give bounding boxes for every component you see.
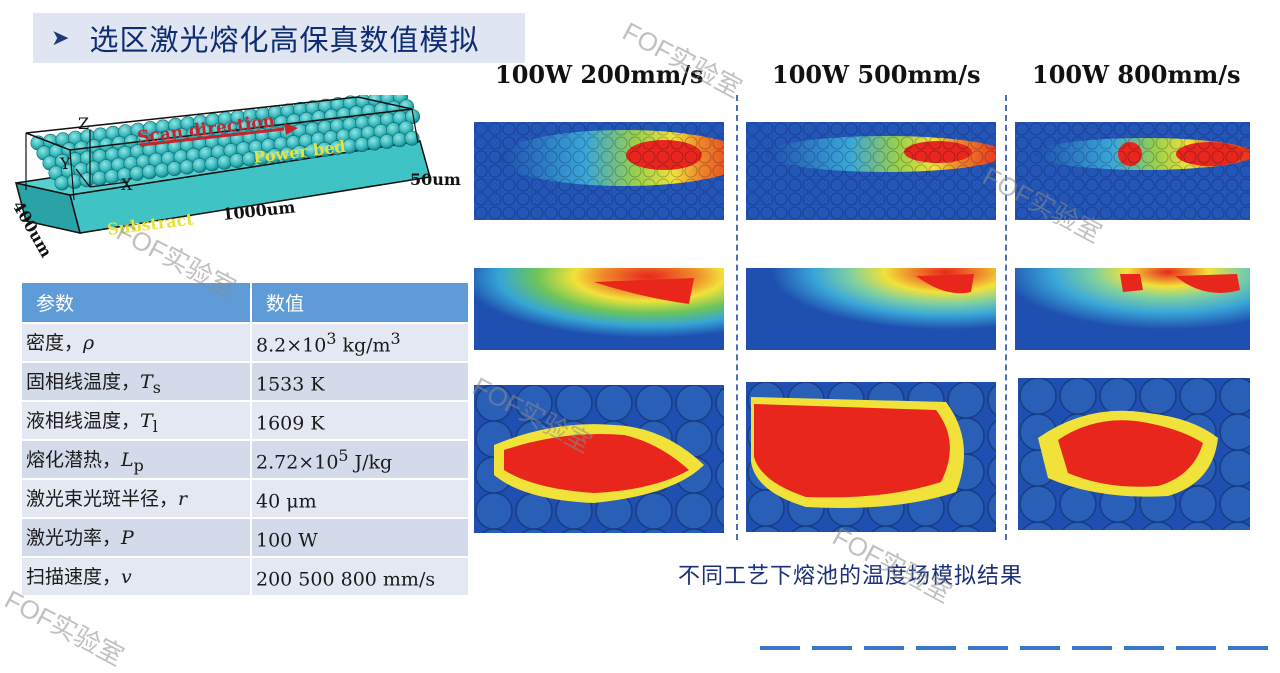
param-value-cell: 2.72×105 J/kg xyxy=(251,439,468,479)
param-value-cell: 1533 K xyxy=(251,361,468,401)
powder-particle xyxy=(229,153,245,169)
param-unit-exponent: 3 xyxy=(390,328,401,348)
param-value: 200 500 800 mm/s xyxy=(256,568,436,591)
powder-particle xyxy=(79,172,95,188)
powder-particle xyxy=(404,130,420,146)
param-name: 激光功率， xyxy=(26,526,122,549)
header-param: 参数 xyxy=(22,283,252,323)
param-name: 激光束光斑半径， xyxy=(26,487,179,510)
column-header-500: 100W 500mm/s xyxy=(772,60,981,89)
powder-particle xyxy=(391,132,407,148)
param-value: 2.72×10 xyxy=(256,451,339,474)
param-symbol: r xyxy=(178,487,188,510)
powder-particle xyxy=(354,137,370,153)
param-name: 固相线温度， xyxy=(26,370,141,393)
param-symbol: ρ xyxy=(83,331,95,354)
powder-particle xyxy=(179,159,195,175)
param-unit: kg/m xyxy=(336,334,391,357)
axis-x-label: X xyxy=(121,175,133,194)
column-divider xyxy=(736,95,738,540)
sim-top-200 xyxy=(474,122,724,220)
param-name: 熔化潜热， xyxy=(26,448,122,471)
table-header-row: 参数 数值 xyxy=(22,283,468,323)
powder-particle xyxy=(66,173,82,189)
height-label: 50um xyxy=(410,170,461,189)
param-symbol-subscript: l xyxy=(152,416,158,436)
param-value-cell: 100 W xyxy=(251,517,468,557)
powder-particle xyxy=(192,157,208,173)
powder-particle xyxy=(154,162,170,178)
powder-particle xyxy=(217,154,233,170)
sim-bottom-200 xyxy=(474,385,724,533)
param-name: 密度， xyxy=(26,331,84,354)
powder-particle xyxy=(366,135,382,151)
slide-title: 选区激光熔化高保真数值模拟 xyxy=(89,23,480,57)
column-header-800: 100W 800mm/s xyxy=(1032,60,1241,89)
sim-mid-500 xyxy=(746,268,996,350)
table-row: 激光束光斑半径，r 40 μm xyxy=(22,478,468,518)
param-value: 1533 K xyxy=(256,373,325,396)
param-name-cell: 密度，ρ xyxy=(22,322,252,362)
param-symbol: P xyxy=(121,526,134,549)
param-value-cell: 200 500 800 mm/s xyxy=(251,556,468,595)
sim-top-500 xyxy=(746,122,996,220)
powder-bed-diagram: Z Y X Scan direction Power bed Substract… xyxy=(9,95,461,261)
param-symbol-subscript: s xyxy=(152,377,161,397)
simulation-caption: 不同工艺下熔池的温度场模拟结果 xyxy=(678,564,1024,589)
param-value-cell: 8.2×103 kg/m3 xyxy=(251,322,468,362)
table-row: 密度，ρ 8.2×103 kg/m3 xyxy=(22,322,468,362)
param-symbol: T xyxy=(140,370,153,393)
param-value: 1609 K xyxy=(256,412,325,435)
param-name-cell: 固相线温度，Ts xyxy=(22,361,252,401)
param-value: 40 μm xyxy=(256,490,317,513)
param-name-cell: 扫描速度，v xyxy=(22,556,252,595)
param-name-cell: 激光束光斑半径，r xyxy=(22,478,252,518)
param-value-exponent: 5 xyxy=(338,445,349,465)
param-name: 扫描速度， xyxy=(26,565,122,588)
param-name: 液相线温度， xyxy=(26,409,141,432)
param-symbol: L xyxy=(121,448,134,471)
powder-particle xyxy=(142,164,158,180)
powder-particle xyxy=(204,156,220,172)
param-value: 8.2×10 xyxy=(256,334,327,357)
axis-z-label: Z xyxy=(78,114,89,133)
param-symbol: T xyxy=(140,409,153,432)
sim-bottom-800 xyxy=(1018,378,1250,530)
param-value-cell: 40 μm xyxy=(251,478,468,518)
header-value: 数值 xyxy=(251,283,468,323)
bullet-arrow-icon: ➤ xyxy=(51,25,70,51)
param-name-cell: 液相线温度，Tl xyxy=(22,400,252,440)
axis-y-label: Y xyxy=(59,154,71,173)
table-row: 液相线温度，Tl 1609 K xyxy=(22,400,468,440)
param-symbol-subscript: p xyxy=(133,455,144,475)
powder-particle xyxy=(92,170,108,186)
watermark: FOF实验室 xyxy=(617,16,747,104)
sim-mid-800 xyxy=(1015,268,1250,350)
param-unit: J/kg xyxy=(348,451,393,474)
table-row: 扫描速度，v 200 500 800 mm/s xyxy=(22,556,468,595)
column-divider xyxy=(1005,95,1007,540)
sim-top-800 xyxy=(1015,122,1250,220)
powder-particle xyxy=(167,161,183,177)
powder-particle xyxy=(104,169,120,185)
param-name-cell: 激光功率，P xyxy=(22,517,252,557)
parameter-table: 参数 数值 密度，ρ 8.2×103 kg/m3 固相线温度，Ts 1533 K 液相线… xyxy=(22,283,468,595)
column-header-200: 100W 200mm/s xyxy=(495,60,704,89)
footer-decoration xyxy=(760,646,1280,650)
sim-bottom-500 xyxy=(746,382,996,532)
powder-particle xyxy=(54,175,70,191)
slide-title-bar: ➤ 选区激光熔化高保真数值模拟 xyxy=(33,13,525,63)
sim-mid-200 xyxy=(474,268,724,350)
table-row: 激光功率，P 100 W xyxy=(22,517,468,557)
param-value-exponent: 3 xyxy=(326,328,337,348)
powder-particle xyxy=(379,133,395,149)
param-symbol: v xyxy=(121,565,132,588)
table-row: 熔化潜热，Lp 2.72×105 J/kg xyxy=(22,439,468,479)
param-name-cell: 熔化潜热，Lp xyxy=(22,439,252,479)
param-value: 100 W xyxy=(256,529,318,552)
table-row: 固相线温度，Ts 1533 K xyxy=(22,361,468,401)
param-value-cell: 1609 K xyxy=(251,400,468,440)
